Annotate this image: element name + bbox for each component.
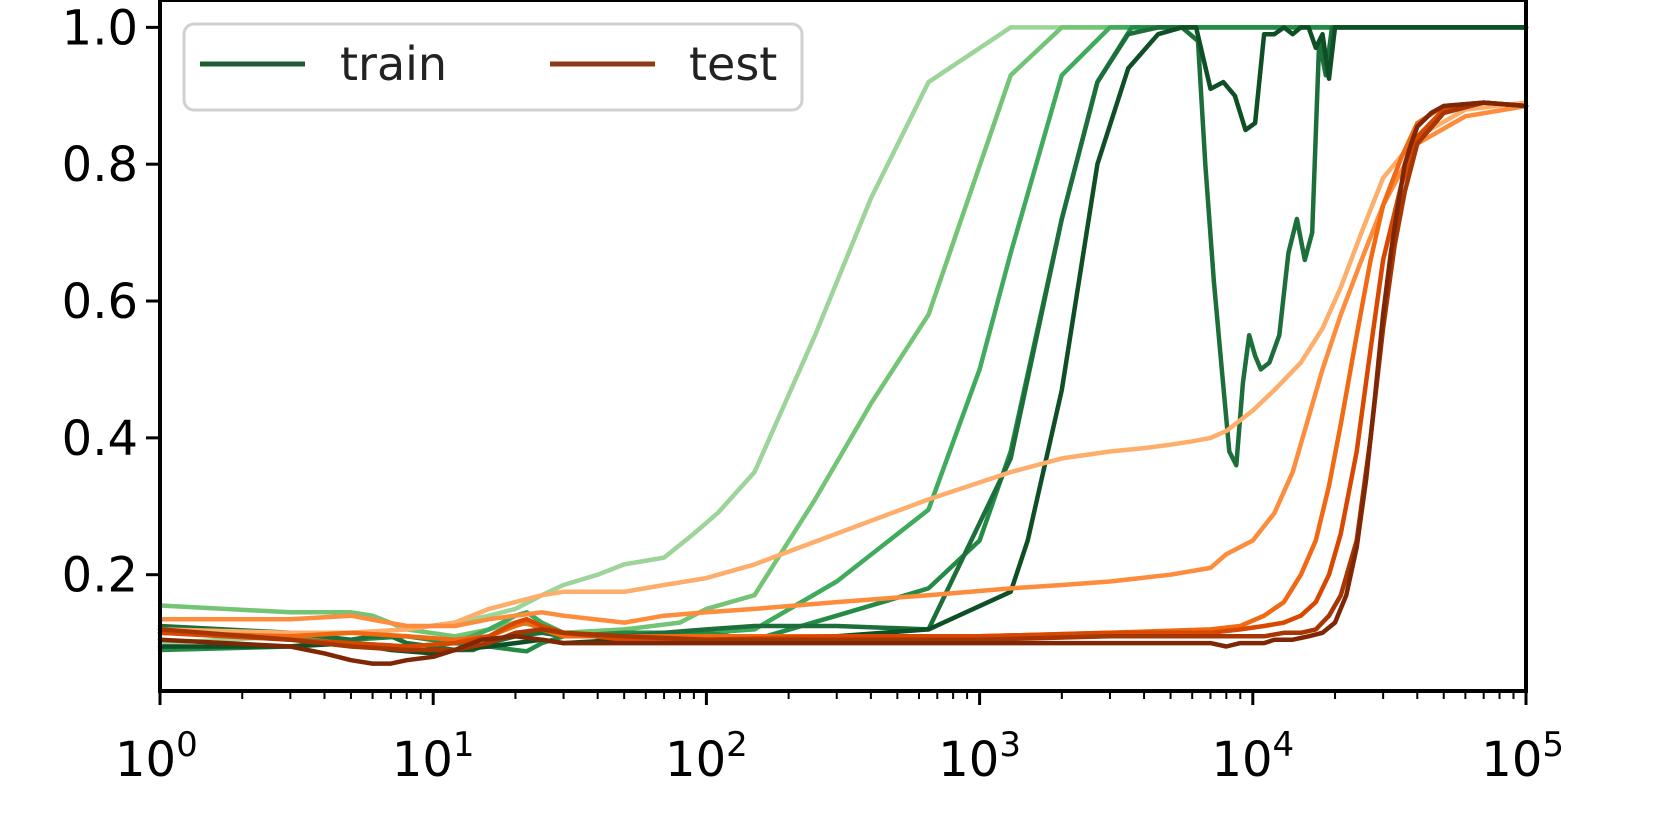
y-tick-label-4: 0.8 bbox=[62, 137, 138, 193]
test-series-line-12 bbox=[157, 100, 1529, 666]
series-layer bbox=[157, 25, 1529, 666]
test-series-line-8 bbox=[157, 103, 1529, 629]
x-tick-label-exponent-3: 2 bbox=[726, 725, 748, 765]
legend: train test bbox=[182, 22, 804, 112]
tick-layer bbox=[146, 25, 1528, 705]
train-series-line-4 bbox=[157, 25, 1529, 654]
test-series-line-11 bbox=[157, 100, 1529, 653]
plot-frame bbox=[158, 0, 1528, 693]
x-tick-label-base-2: 10 bbox=[392, 732, 453, 788]
x-tick-label-base-4: 10 bbox=[938, 732, 999, 788]
y-tick-label-2: 0.4 bbox=[62, 411, 138, 467]
train-series-line-2 bbox=[157, 25, 1529, 639]
test-series-line-7 bbox=[157, 100, 1529, 636]
train-series-line-5 bbox=[157, 25, 1529, 653]
x-tick-label-5: 104 bbox=[1211, 725, 1294, 788]
x-tick-label-base-5: 10 bbox=[1211, 732, 1272, 788]
y-tick-label-5: 1.0 bbox=[62, 0, 138, 56]
x-tick-label-exponent-1: 0 bbox=[176, 725, 198, 765]
x-tick-label-2: 101 bbox=[392, 725, 475, 788]
x-tick-label-3: 102 bbox=[665, 725, 748, 788]
x-tick-label-6: 105 bbox=[1481, 725, 1564, 788]
test-series-line-10 bbox=[157, 100, 1529, 649]
x-tick-label-exponent-6: 5 bbox=[1542, 725, 1564, 765]
x-tick-label-exponent-2: 1 bbox=[453, 725, 475, 765]
train-series-line-3 bbox=[157, 25, 1529, 649]
legend-train-label: train bbox=[340, 37, 447, 91]
train-series-line-1 bbox=[157, 25, 1529, 646]
y-tick-label-1: 0.2 bbox=[62, 548, 138, 604]
x-tick-label-base-1: 10 bbox=[115, 732, 176, 788]
x-tick-label-4: 103 bbox=[938, 725, 1021, 788]
x-tick-label-base-3: 10 bbox=[665, 732, 726, 788]
train-series-line-6 bbox=[157, 25, 1529, 656]
x-tick-label-1: 100 bbox=[115, 725, 198, 788]
y-tick-label-3: 0.6 bbox=[62, 274, 138, 330]
x-tick-label-exponent-5: 4 bbox=[1273, 725, 1295, 765]
x-tick-label-base-6: 10 bbox=[1481, 732, 1542, 788]
legend-test-label: test bbox=[689, 37, 777, 91]
legend-box bbox=[182, 22, 804, 112]
x-tick-label-exponent-4: 3 bbox=[999, 725, 1021, 765]
